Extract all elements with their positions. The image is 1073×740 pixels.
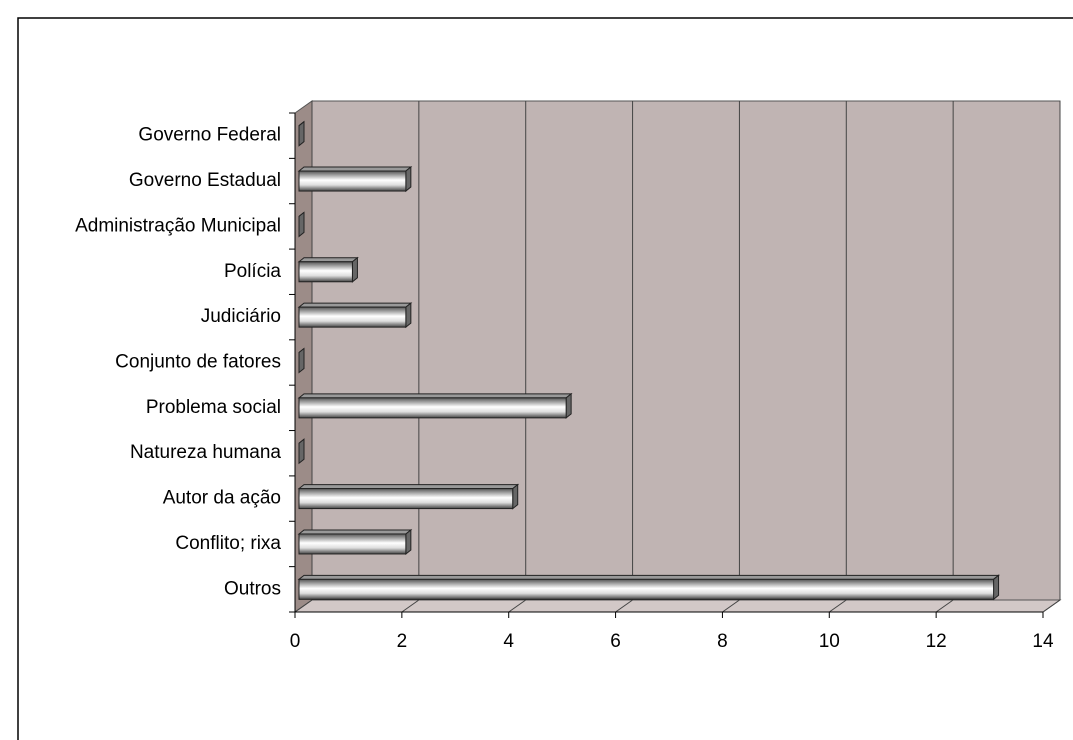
bar-face xyxy=(298,306,407,328)
bar-face xyxy=(565,392,572,419)
bar-face xyxy=(298,347,305,374)
bar-face xyxy=(297,257,359,263)
x-tick-label: 6 xyxy=(610,631,621,652)
bar xyxy=(297,256,359,283)
grid-line xyxy=(1042,599,1061,613)
bar xyxy=(297,166,413,193)
grid-line xyxy=(508,599,527,613)
y-tick-label: Administração Municipal xyxy=(75,215,281,236)
bar xyxy=(297,483,520,510)
y-tick-label: Governo Estadual xyxy=(129,170,281,191)
grid-line xyxy=(294,599,313,613)
y-tick-label: Outros xyxy=(224,578,281,599)
bar-face xyxy=(298,533,407,555)
grid-line xyxy=(935,599,954,613)
grid-line xyxy=(615,599,633,613)
bar-face xyxy=(298,397,567,419)
bar-face xyxy=(298,211,305,238)
bar-face xyxy=(405,302,412,329)
y-tick-label: Polícia xyxy=(224,261,281,282)
bar-face xyxy=(512,483,519,510)
x-tick-label: 2 xyxy=(397,631,408,652)
x-tick-label: 4 xyxy=(503,631,514,652)
bar xyxy=(297,392,573,419)
bar xyxy=(298,347,305,374)
y-tick-label: Judiciário xyxy=(201,306,281,327)
bar xyxy=(298,438,305,465)
bar-face xyxy=(298,488,514,510)
y-tick-label: Natureza humana xyxy=(130,442,281,463)
y-tick-label: Conflito; rixa xyxy=(175,533,281,554)
y-tick-label: Conjunto de fatores xyxy=(115,352,281,373)
bar-face xyxy=(298,170,407,192)
bar xyxy=(297,528,413,555)
bar-face xyxy=(297,484,520,490)
back-wall xyxy=(311,100,1061,601)
bar xyxy=(298,120,305,147)
y-tick-label: Governo Federal xyxy=(138,125,281,146)
bar-face xyxy=(297,166,413,172)
x-tick-label: 0 xyxy=(290,631,301,652)
bar-face xyxy=(993,574,1000,601)
bar-face xyxy=(298,120,305,147)
bar-face xyxy=(298,578,995,600)
bar-face xyxy=(297,574,1000,580)
grid-line xyxy=(722,599,740,613)
bar-face xyxy=(297,393,573,399)
bar xyxy=(298,211,305,238)
bar-face xyxy=(405,528,412,555)
y-tick-label: Problema social xyxy=(146,397,281,418)
grid-line xyxy=(401,599,420,613)
x-tick-label: 14 xyxy=(1032,631,1054,652)
bar-face xyxy=(297,302,413,308)
grid-line xyxy=(828,599,847,613)
x-tick-label: 8 xyxy=(717,631,728,652)
x-tick-label: 12 xyxy=(926,631,947,652)
bar xyxy=(297,302,413,329)
bar-face xyxy=(351,256,358,283)
bar-face xyxy=(298,261,353,283)
bar xyxy=(297,574,1000,601)
y-tick-label: Autor da ação xyxy=(163,488,281,509)
bar-face xyxy=(405,166,412,193)
bar-face xyxy=(298,438,305,465)
bar-face xyxy=(297,529,413,535)
x-tick-label: 10 xyxy=(819,631,840,652)
